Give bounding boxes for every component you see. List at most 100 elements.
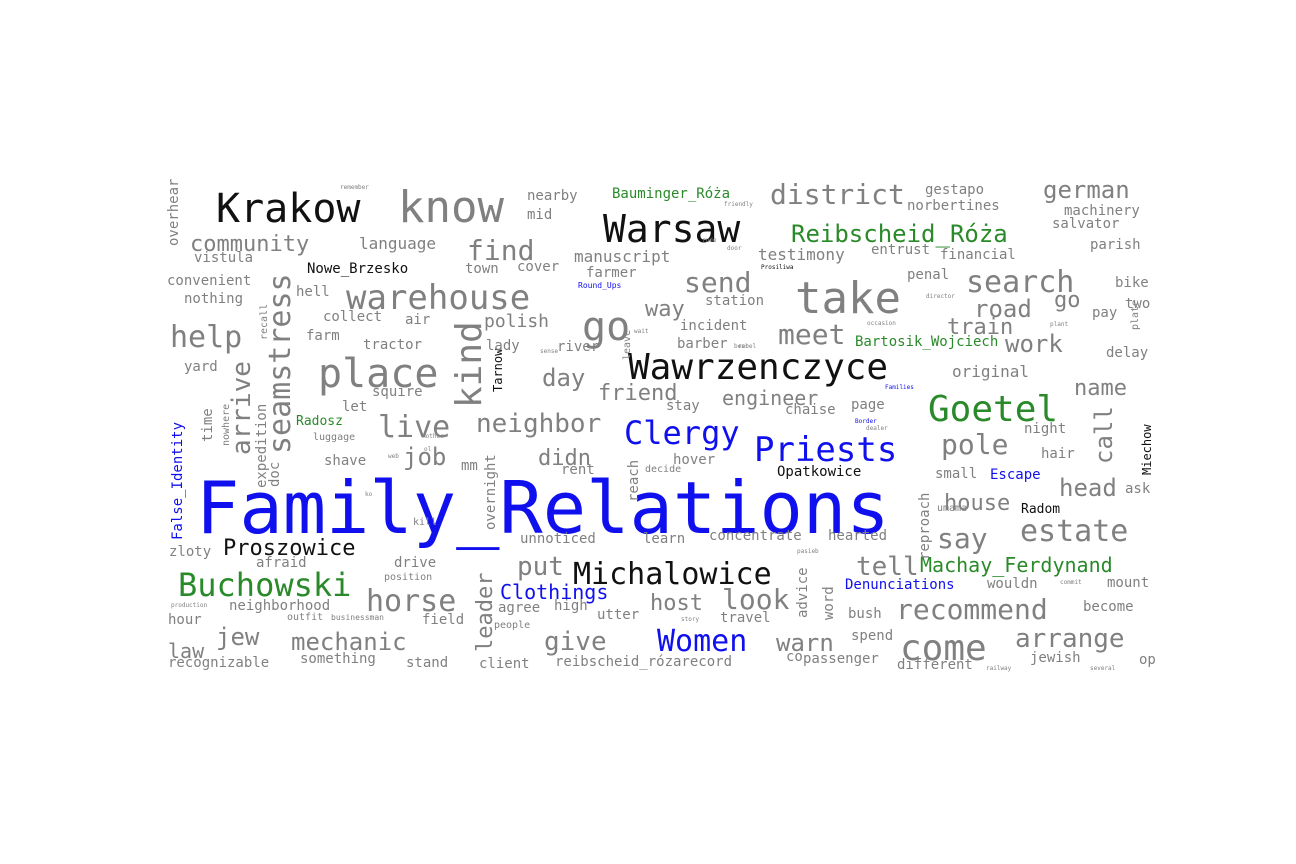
cloud-word: doc bbox=[267, 462, 283, 487]
cloud-word: jewish bbox=[1030, 650, 1081, 666]
cloud-word: find bbox=[467, 234, 534, 267]
cloud-word: place bbox=[318, 351, 438, 397]
cloud-word: Reibscheid_Róża bbox=[791, 220, 1008, 248]
cloud-word: Family_Relations bbox=[196, 466, 890, 550]
cloud-word: help bbox=[170, 320, 242, 355]
cloud-word: district bbox=[770, 178, 905, 211]
cloud-word: hover bbox=[673, 452, 715, 468]
cloud-word: penal bbox=[907, 267, 949, 283]
cloud-word: go bbox=[1054, 288, 1081, 313]
cloud-word: recommend bbox=[896, 593, 1048, 626]
cloud-word: friend bbox=[598, 381, 677, 406]
cloud-word: Radosz bbox=[296, 414, 343, 429]
cloud-word: businessman bbox=[331, 613, 384, 622]
cloud-word: story bbox=[681, 616, 699, 623]
cloud-word: kill bbox=[413, 517, 437, 528]
cloud-word: come bbox=[900, 628, 987, 669]
cloud-word: vistula bbox=[194, 250, 253, 266]
cloud-word: incident bbox=[680, 318, 747, 334]
cloud-word: Warsaw bbox=[603, 207, 740, 251]
cloud-word: nowhere bbox=[221, 404, 232, 446]
cloud-word: co bbox=[786, 649, 803, 665]
cloud-word: hour bbox=[168, 612, 202, 628]
cloud-word: tractor bbox=[363, 337, 422, 353]
cloud-word: send bbox=[684, 266, 751, 299]
cloud-word: norbertines bbox=[907, 198, 1000, 214]
cloud-word: Prosiliwa bbox=[761, 264, 794, 271]
cloud-word: Clergy bbox=[624, 414, 740, 452]
cloud-word: Nowe_Brzesko bbox=[307, 261, 408, 277]
cloud-word: mid bbox=[527, 207, 552, 223]
cloud-word: lady bbox=[486, 338, 520, 354]
cloud-word: stand bbox=[406, 655, 448, 671]
cloud-word: occasion bbox=[867, 320, 896, 327]
cloud-word: ask bbox=[1125, 481, 1151, 497]
cloud-word: Wawrzenczyce bbox=[628, 347, 888, 388]
cloud-word: Miechow bbox=[1140, 424, 1154, 475]
cloud-word: chaise bbox=[785, 402, 836, 418]
cloud-word: ko bbox=[365, 491, 373, 498]
cloud-word: language bbox=[359, 234, 436, 253]
cloud-word: station bbox=[705, 293, 764, 309]
cloud-word: utter bbox=[597, 607, 639, 623]
cloud-word: gestapo bbox=[925, 182, 984, 198]
cloud-word: let bbox=[342, 399, 367, 415]
cloud-word: work bbox=[1005, 330, 1063, 358]
cloud-word: luggage bbox=[313, 432, 355, 443]
cloud-word: collect bbox=[323, 309, 382, 325]
cloud-word: salvator bbox=[1052, 216, 1119, 232]
cloud-word: bear bbox=[734, 343, 749, 350]
cloud-word: financial bbox=[940, 247, 1016, 263]
cloud-word: house bbox=[944, 491, 1010, 516]
cloud-word: take bbox=[795, 273, 901, 324]
cloud-word: put bbox=[517, 552, 564, 582]
cloud-word: mechanic bbox=[291, 628, 407, 656]
cloud-word: Proszowice bbox=[223, 536, 355, 561]
cloud-word: testimony bbox=[758, 245, 845, 264]
cloud-word: word bbox=[821, 586, 837, 620]
cloud-word: horse bbox=[366, 584, 456, 619]
cloud-word: page bbox=[851, 397, 885, 413]
cloud-word: farmer bbox=[586, 265, 637, 281]
cloud-word: pay bbox=[1092, 305, 1117, 321]
cloud-word: commit bbox=[1060, 579, 1082, 586]
cloud-word: Opatkowice bbox=[777, 464, 861, 480]
cloud-word: live bbox=[378, 410, 450, 445]
cloud-word: door bbox=[727, 245, 742, 252]
cloud-word: pole bbox=[941, 428, 1008, 461]
cloud-word: Round_Ups bbox=[578, 281, 622, 290]
cloud-word: rent bbox=[561, 462, 595, 478]
cloud-word: False_Identity bbox=[170, 422, 186, 540]
cloud-word: travel bbox=[720, 610, 771, 626]
cloud-word: expedition bbox=[254, 404, 270, 488]
cloud-word: dealer bbox=[866, 425, 888, 432]
cloud-word: know bbox=[398, 182, 504, 233]
cloud-word: hair bbox=[1041, 446, 1075, 462]
cloud-word: Border bbox=[855, 418, 877, 425]
cloud-word: town bbox=[465, 261, 499, 277]
cloud-word: machinery bbox=[1064, 203, 1140, 219]
cloud-word: wait bbox=[634, 328, 649, 335]
cloud-word: night bbox=[1024, 421, 1066, 437]
cloud-word: meet bbox=[778, 318, 845, 351]
cloud-word: didn bbox=[538, 446, 591, 471]
cloud-word: wouldn bbox=[987, 576, 1038, 592]
cloud-word: train bbox=[947, 315, 1013, 340]
cloud-word: cover bbox=[517, 259, 559, 275]
cloud-word: umama bbox=[937, 503, 967, 514]
cloud-word: pasieb bbox=[797, 548, 819, 555]
cloud-word: sense bbox=[540, 348, 558, 355]
cloud-word: Michalowice bbox=[573, 557, 772, 592]
cloud-word: job bbox=[403, 443, 446, 471]
cloud-word: give bbox=[544, 627, 607, 657]
cloud-word: day bbox=[542, 364, 585, 392]
cloud-word: Machay_Ferdynand bbox=[920, 553, 1113, 577]
cloud-word: host bbox=[650, 591, 703, 616]
cloud-word: bike bbox=[1115, 275, 1149, 291]
cloud-word: river bbox=[557, 339, 599, 355]
cloud-word: Clothings bbox=[500, 580, 608, 604]
cloud-word: plate bbox=[1130, 300, 1141, 330]
cloud-word: overhear bbox=[166, 179, 182, 246]
cloud-word: production bbox=[171, 602, 208, 609]
